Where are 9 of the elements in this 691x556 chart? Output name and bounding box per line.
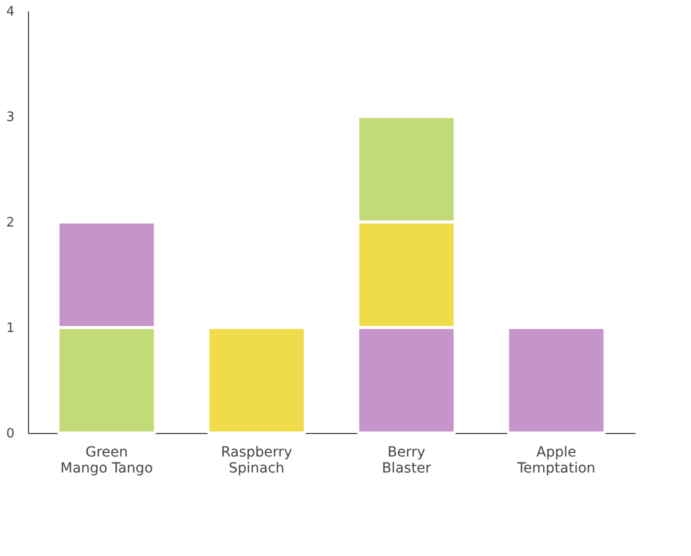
x-tick-label: Raspberry Spinach [220, 444, 292, 476]
x-tick-label: Green Mango Tango [60, 444, 153, 476]
y-tick-label: 3 [6, 110, 14, 125]
y-tick-label: 4 [6, 4, 14, 20]
x-tick-label: Berry Blaster [382, 444, 432, 476]
y-tick-label: 2 [6, 216, 14, 230]
y-tick-label: 1 [6, 321, 14, 336]
x-tick-label: Apple Temptation [516, 444, 596, 476]
y-tick-label: 0 [6, 426, 14, 442]
